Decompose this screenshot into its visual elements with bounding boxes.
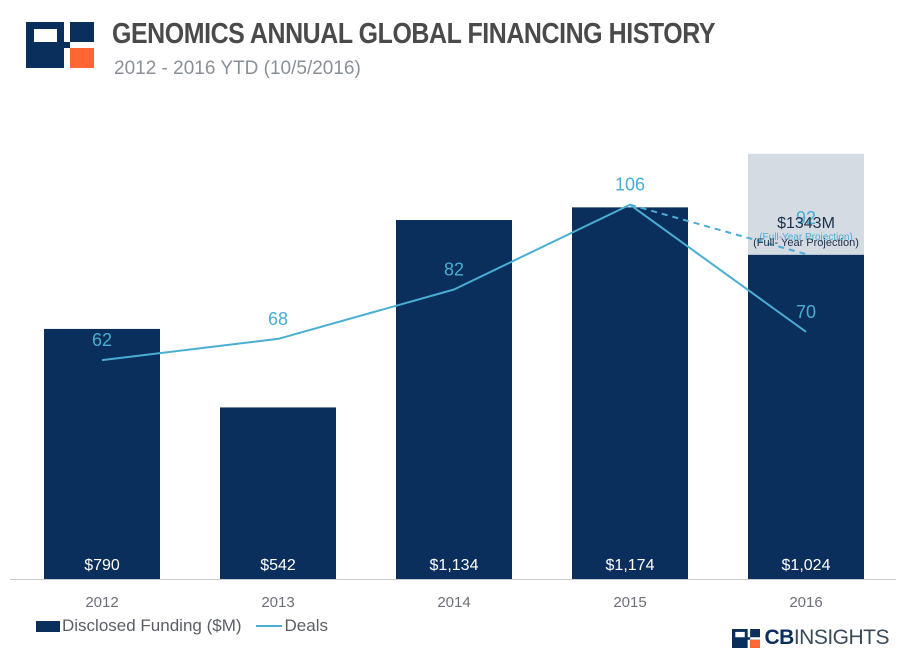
- funding-value-label: $790: [84, 557, 120, 574]
- deals-value-label: 68: [268, 309, 288, 329]
- funding-bar: [572, 207, 688, 579]
- deals-value-label: 62: [92, 330, 112, 350]
- projected-funding-note: (Full- Year Projection): [753, 237, 859, 249]
- x-tick-label: 2015: [613, 594, 646, 611]
- brand-logo-icon: [732, 628, 761, 648]
- legend-funding-swatch: [36, 620, 60, 632]
- legend-deals-label: Deals: [284, 616, 328, 635]
- funding-bar: [220, 407, 336, 579]
- x-tick-label: 2016: [789, 594, 822, 611]
- funding-value-label: $542: [260, 557, 296, 574]
- projected-deals-value-label: 92: [796, 208, 816, 228]
- funding-value-label: $1,134: [430, 557, 479, 574]
- legend-funding-label: Disclosed Funding ($M): [62, 616, 242, 635]
- projected-deals-note: (Full-Year Projection): [759, 232, 853, 243]
- funding-bar: [396, 220, 512, 580]
- projected-funding-value-label: $1343M: [777, 215, 835, 232]
- brand-wordmark: CBINSIGHTS: [764, 626, 889, 649]
- x-tick-label: 2012: [85, 594, 118, 611]
- chart-legend: Disclosed Funding ($M) Deals: [36, 616, 328, 636]
- cb-insights-logo-icon: [26, 22, 94, 68]
- funding-bar: [44, 328, 160, 579]
- deals-value-label: 70: [796, 302, 816, 322]
- chart-subtitle: 2012 - 2016 YTD (10/5/2016): [114, 58, 361, 79]
- funding-value-label: $1,174: [606, 557, 655, 574]
- deals-value-label: 82: [444, 259, 464, 279]
- deals-projection-line: [629, 203, 807, 256]
- funding-bar: [748, 254, 864, 580]
- funding-value-label: $1,024: [782, 557, 831, 574]
- chart-title: GENOMICS ANNUAL GLOBAL FINANCING HISTORY: [112, 18, 716, 50]
- cb-insights-brand: CBINSIGHTS: [732, 626, 890, 650]
- x-tick-label: 2014: [437, 594, 470, 611]
- x-tick-label: 2013: [261, 594, 294, 611]
- legend-deals-swatch: [255, 625, 282, 627]
- deals-series-line: [101, 203, 807, 362]
- deals-value-label: 106: [615, 175, 645, 195]
